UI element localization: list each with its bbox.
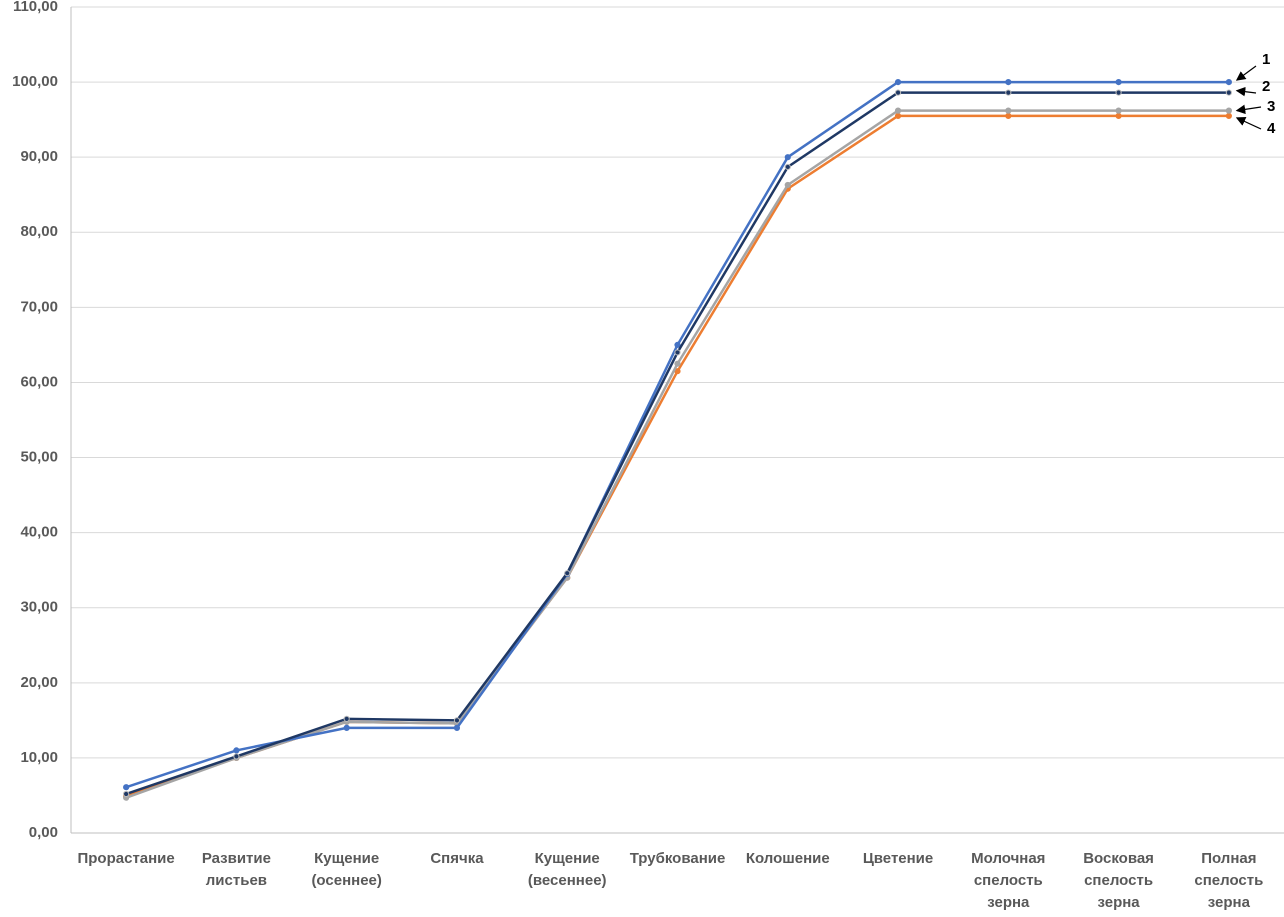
point	[674, 341, 681, 349]
x-tick-label: Цветение	[862, 850, 934, 867]
series-label: 1	[1262, 51, 1270, 68]
y-tick-label: 30,00	[20, 599, 58, 616]
x-tick-label: Полная спелость зерна	[1194, 850, 1264, 911]
point	[1005, 107, 1012, 114]
x-tick-label: Прорастание	[77, 850, 175, 867]
series-line	[125, 109, 1229, 799]
point	[894, 112, 902, 119]
point	[123, 784, 130, 791]
point	[1005, 89, 1012, 96]
point	[784, 181, 791, 189]
point	[784, 154, 791, 161]
annotation-arrow	[1235, 86, 1257, 97]
y-tick-label: 100,00	[12, 73, 58, 90]
y-tick-label: 110,00	[13, 0, 58, 15]
y-tick-label: 80,00	[20, 223, 58, 240]
point	[1115, 89, 1122, 96]
point	[1115, 107, 1122, 114]
point	[784, 163, 791, 171]
point	[1115, 78, 1122, 86]
x-tick-label: Кущение (весеннее)	[527, 850, 607, 889]
point	[233, 747, 240, 754]
y-tick-label: 40,00	[20, 524, 58, 541]
point	[674, 360, 681, 367]
point	[453, 724, 461, 731]
annotation-arrow	[1235, 117, 1262, 130]
point	[1225, 78, 1232, 86]
y-tick-label: 60,00	[20, 373, 58, 390]
point	[1225, 112, 1232, 119]
x-tick-label: Трубкование	[629, 850, 726, 867]
point	[564, 570, 571, 577]
point	[1225, 89, 1232, 96]
point	[1005, 78, 1012, 86]
series-label: 4	[1267, 120, 1276, 137]
series-line	[125, 114, 1229, 798]
y-tick-label: 50,00	[20, 449, 58, 466]
point	[674, 349, 681, 356]
y-tick-label: 20,00	[20, 674, 58, 691]
point	[343, 715, 350, 722]
point	[894, 89, 902, 96]
x-tick-label: Колошение	[745, 850, 830, 867]
series-line	[125, 80, 1229, 789]
y-tick-label: 70,00	[20, 298, 58, 315]
annotation-arrow	[1235, 104, 1262, 115]
y-tick-label: 0,00	[29, 824, 58, 841]
x-tick-label: Восковая спелость зерна	[1083, 850, 1154, 911]
x-tick-label: Развитие листьев	[201, 850, 271, 889]
series-label: 2	[1262, 78, 1270, 95]
point	[1115, 112, 1122, 119]
point	[894, 78, 902, 86]
series-label: 3	[1267, 98, 1275, 115]
point	[453, 717, 461, 724]
annotation-arrow	[1235, 65, 1257, 81]
y-tick-label: 90,00	[20, 148, 58, 165]
point	[1005, 112, 1012, 119]
x-tick-label: Кущение (осеннее)	[311, 850, 382, 889]
point	[233, 753, 240, 760]
x-tick-label: Молочная спелость зерна	[971, 850, 1046, 911]
x-tick-label: Спячка	[430, 850, 484, 867]
point	[343, 724, 350, 731]
point	[1225, 107, 1232, 114]
series-line	[125, 91, 1229, 796]
point	[894, 107, 902, 114]
y-tick-label: 10,00	[20, 749, 58, 766]
point	[123, 790, 130, 798]
